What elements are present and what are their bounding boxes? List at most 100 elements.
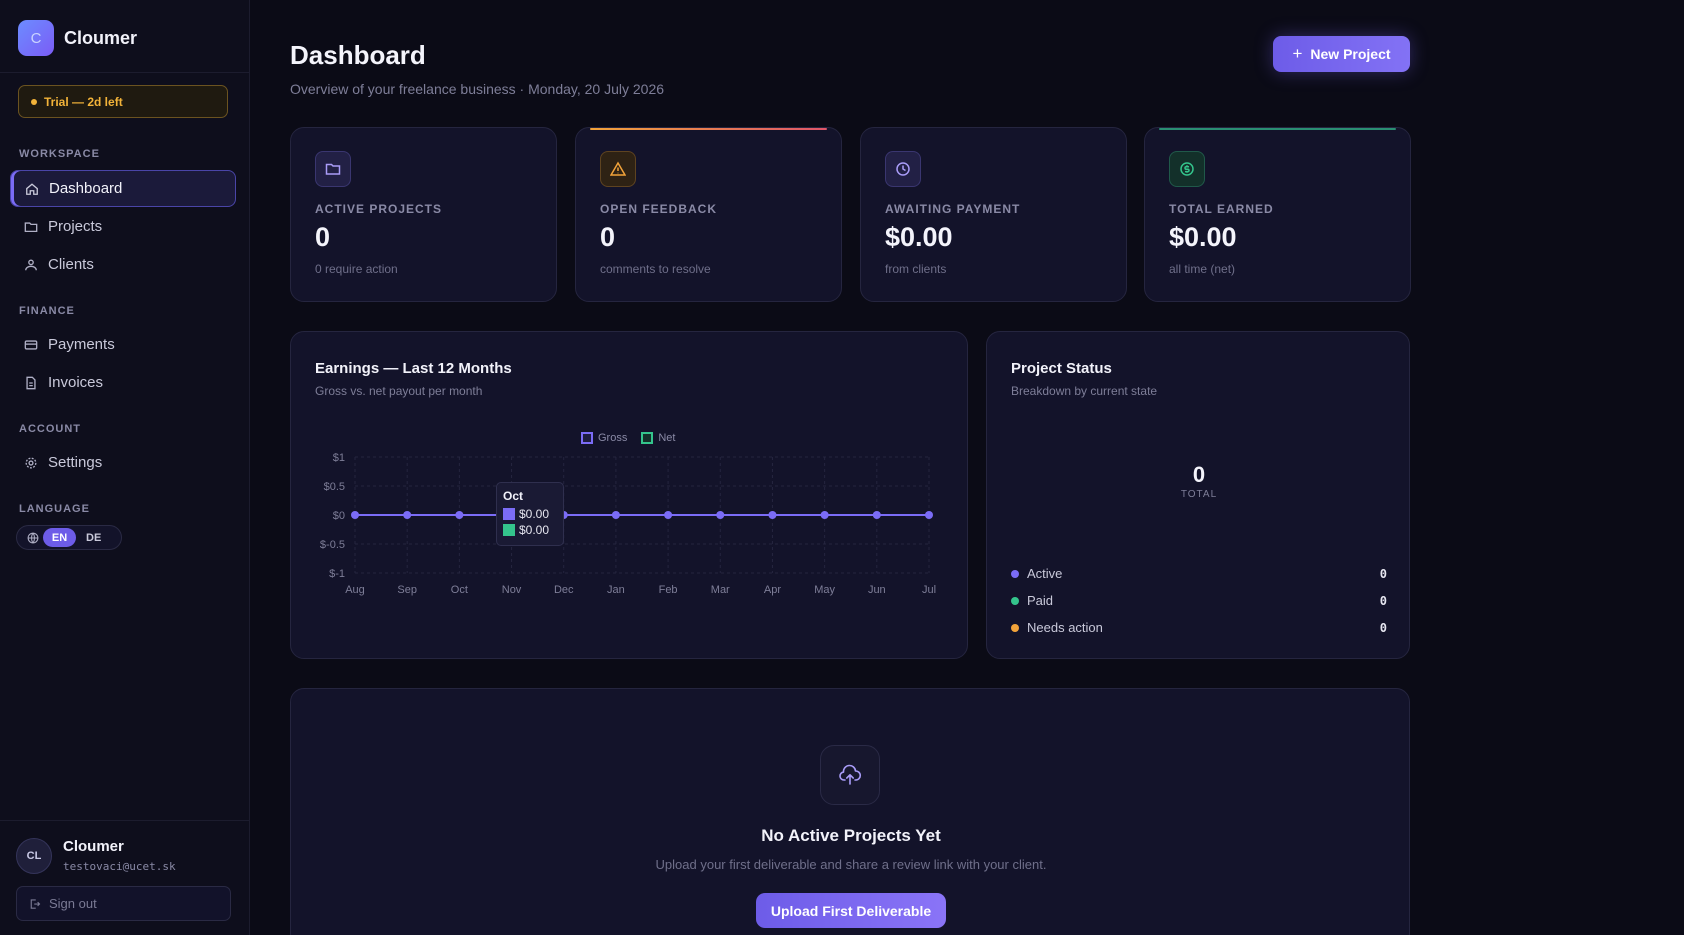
stat-sub: from clients	[885, 262, 947, 276]
trial-badge[interactable]: Trial — 2d left	[18, 85, 228, 118]
data-point-gross	[768, 511, 777, 519]
data-point-gross	[820, 511, 829, 519]
divider	[0, 72, 250, 73]
status-dot	[1011, 623, 1019, 632]
status-total-value: 0	[1192, 462, 1206, 487]
user-name: Cloumer	[63, 838, 124, 855]
x-tick-label: Apr	[764, 584, 781, 596]
stat-value: 0	[315, 222, 331, 252]
sidebar-item-projects[interactable]: Projects	[10, 208, 236, 245]
file-icon	[26, 376, 36, 389]
sidebar-item-dashboard[interactable]: Dashboard	[10, 170, 236, 207]
sidebar-item-payments[interactable]: Payments	[10, 326, 236, 363]
chart-title: Earnings — Last 12 Months	[315, 360, 512, 377]
stat-icon-box	[315, 151, 351, 187]
upload-first-deliverable-button[interactable]: Upload First Deliverable	[756, 893, 946, 928]
x-tick-label: Jun	[868, 584, 886, 596]
data-point-gross	[664, 511, 673, 519]
data-point-gross	[925, 511, 933, 519]
section-label-finance: FINANCE	[19, 305, 75, 317]
brand[interactable]: C Cloumer	[18, 20, 137, 56]
language-switcher: EN DE	[16, 525, 122, 550]
status-dot	[1011, 596, 1019, 605]
empty-title: No Active Projects Yet	[761, 826, 941, 845]
stat-value: 0	[600, 222, 616, 252]
sign-out-icon	[30, 898, 41, 909]
new-project-label: New Project	[1310, 46, 1391, 62]
x-tick-label: May	[814, 584, 835, 596]
legend-swatch	[641, 432, 654, 444]
clock-icon	[896, 162, 910, 176]
stat-card-awaiting-payment: AWAITING PAYMENT $0.00 from clients	[860, 127, 1127, 302]
stat-accent-line	[590, 128, 827, 130]
avatar[interactable]: CL	[16, 838, 52, 874]
sidebar-item-clients[interactable]: Clients	[10, 246, 236, 283]
gear-icon	[25, 457, 37, 468]
stat-icon-box	[1169, 151, 1205, 187]
sidebar-item-label: Projects	[48, 218, 103, 235]
status-count: 0	[1379, 620, 1387, 635]
tooltip-swatch	[503, 524, 515, 536]
x-tick-label: Nov	[502, 584, 522, 596]
status-count: 0	[1379, 566, 1387, 581]
data-point-gross	[351, 511, 359, 519]
stat-icon-box	[600, 151, 636, 187]
legend-item-net[interactable]: Net	[641, 432, 675, 444]
page-subtitle: Overview of your freelance business · Mo…	[290, 81, 665, 97]
data-point-gross	[403, 511, 412, 519]
legend-label: Gross	[598, 432, 628, 444]
legend-item-gross[interactable]: Gross	[581, 432, 627, 444]
chart-legend: Gross Net	[581, 432, 689, 444]
home-icon	[26, 182, 38, 195]
stat-card-total-earned: TOTAL EARNED $0.00 all time (net)	[1144, 127, 1411, 302]
x-tick-label: Sep	[397, 584, 417, 596]
sidebar-item-label: Clients	[48, 256, 94, 273]
sidebar-item-label: Dashboard	[49, 180, 123, 197]
status-count: 0	[1379, 593, 1387, 608]
language-en-button[interactable]: EN	[43, 528, 76, 547]
status-title: Project Status	[1011, 360, 1112, 377]
stat-sub: comments to resolve	[600, 262, 711, 276]
folder-icon	[325, 163, 341, 175]
sidebar-item-label: Invoices	[48, 374, 104, 391]
tooltip-value: $0.00	[519, 507, 550, 521]
sidebar-item-invoices[interactable]: Invoices	[10, 364, 236, 401]
stat-icon-box	[885, 151, 921, 187]
status-row-active: Active 0	[1011, 566, 1387, 581]
tooltip-month: Oct	[503, 489, 524, 503]
data-point-gross	[716, 511, 725, 519]
plus-icon: +	[1292, 44, 1303, 63]
x-tick-label: Aug	[345, 584, 365, 596]
project-status-card: Project Status Breakdown by current stat…	[986, 331, 1410, 659]
stat-accent-line	[1159, 128, 1396, 130]
tooltip-row-net: $0.00	[503, 522, 557, 538]
globe-icon	[27, 532, 39, 543]
sidebar-item-label: Settings	[48, 454, 103, 471]
chart-subtitle: Gross vs. net payout per month	[315, 384, 483, 398]
status-row-paid: Paid 0	[1011, 593, 1387, 608]
status-label: Paid	[1027, 593, 1054, 608]
new-project-button[interactable]: + New Project	[1273, 36, 1410, 72]
x-tick-label: Mar	[711, 584, 730, 596]
status-dot	[1011, 569, 1019, 578]
legend-swatch	[581, 432, 593, 444]
upload-cloud-icon	[839, 764, 862, 785]
language-de-button[interactable]: DE	[86, 531, 102, 544]
stat-value: $0.00	[885, 222, 953, 252]
sign-out-button[interactable]: Sign out	[16, 886, 231, 921]
section-label-account: ACCOUNT	[19, 423, 81, 435]
brand-name: Cloumer	[64, 27, 138, 48]
sidebar-item-settings[interactable]: Settings	[10, 444, 236, 481]
stat-label: ACTIVE PROJECTS	[315, 202, 443, 216]
x-tick-label: Feb	[659, 584, 678, 596]
chart-tooltip: Oct $0.00 $0.00	[496, 482, 564, 546]
logo: C	[18, 20, 54, 56]
status-total-label: TOTAL	[1180, 489, 1218, 500]
data-point-gross	[611, 511, 620, 519]
folder-icon	[24, 221, 38, 232]
status-label: Needs action	[1027, 620, 1103, 635]
section-label-workspace: WORKSPACE	[19, 148, 100, 160]
stat-sub: 0 require action	[315, 262, 398, 276]
data-point-gross	[455, 511, 464, 519]
